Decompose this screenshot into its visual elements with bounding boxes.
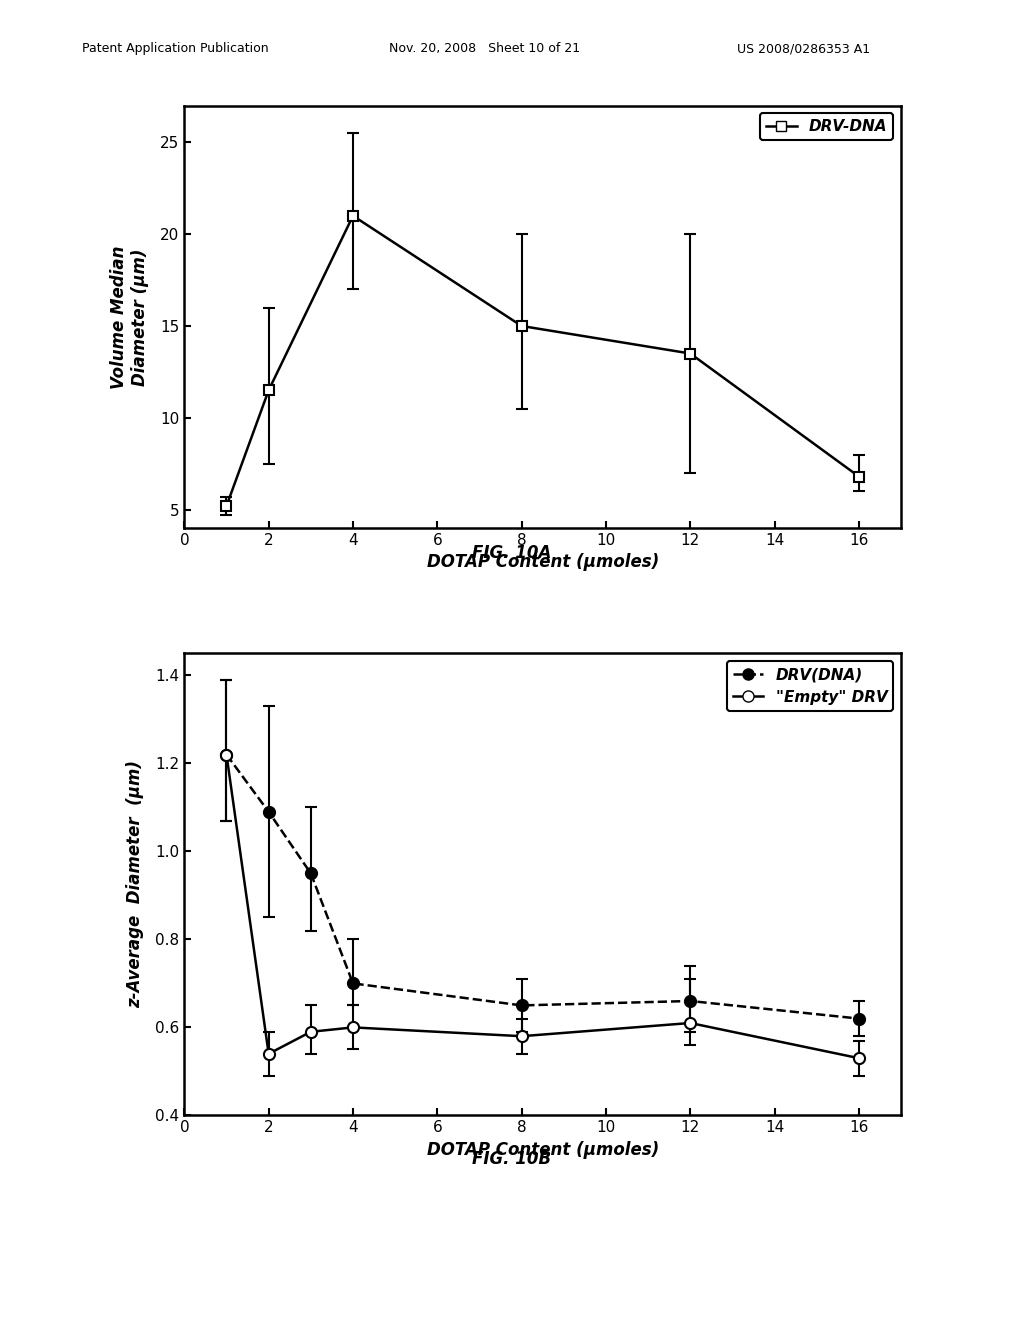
Legend: DRV(DNA), "Empty" DRV: DRV(DNA), "Empty" DRV — [727, 661, 894, 711]
Text: US 2008/0286353 A1: US 2008/0286353 A1 — [737, 42, 870, 55]
Legend: DRV-DNA: DRV-DNA — [760, 114, 894, 140]
Text: FIG. 10A: FIG. 10A — [472, 544, 552, 562]
Y-axis label: z-Average  Diameter  (μm): z-Average Diameter (μm) — [126, 760, 144, 1008]
X-axis label: DOTAP Content (μmoles): DOTAP Content (μmoles) — [427, 553, 658, 572]
Text: Patent Application Publication: Patent Application Publication — [82, 42, 268, 55]
Y-axis label: Volume Median
Diameter (μm): Volume Median Diameter (μm) — [111, 246, 150, 388]
Text: Nov. 20, 2008   Sheet 10 of 21: Nov. 20, 2008 Sheet 10 of 21 — [389, 42, 581, 55]
Text: FIG. 10B: FIG. 10B — [472, 1150, 552, 1168]
X-axis label: DOTAP Content (μmoles): DOTAP Content (μmoles) — [427, 1140, 658, 1159]
